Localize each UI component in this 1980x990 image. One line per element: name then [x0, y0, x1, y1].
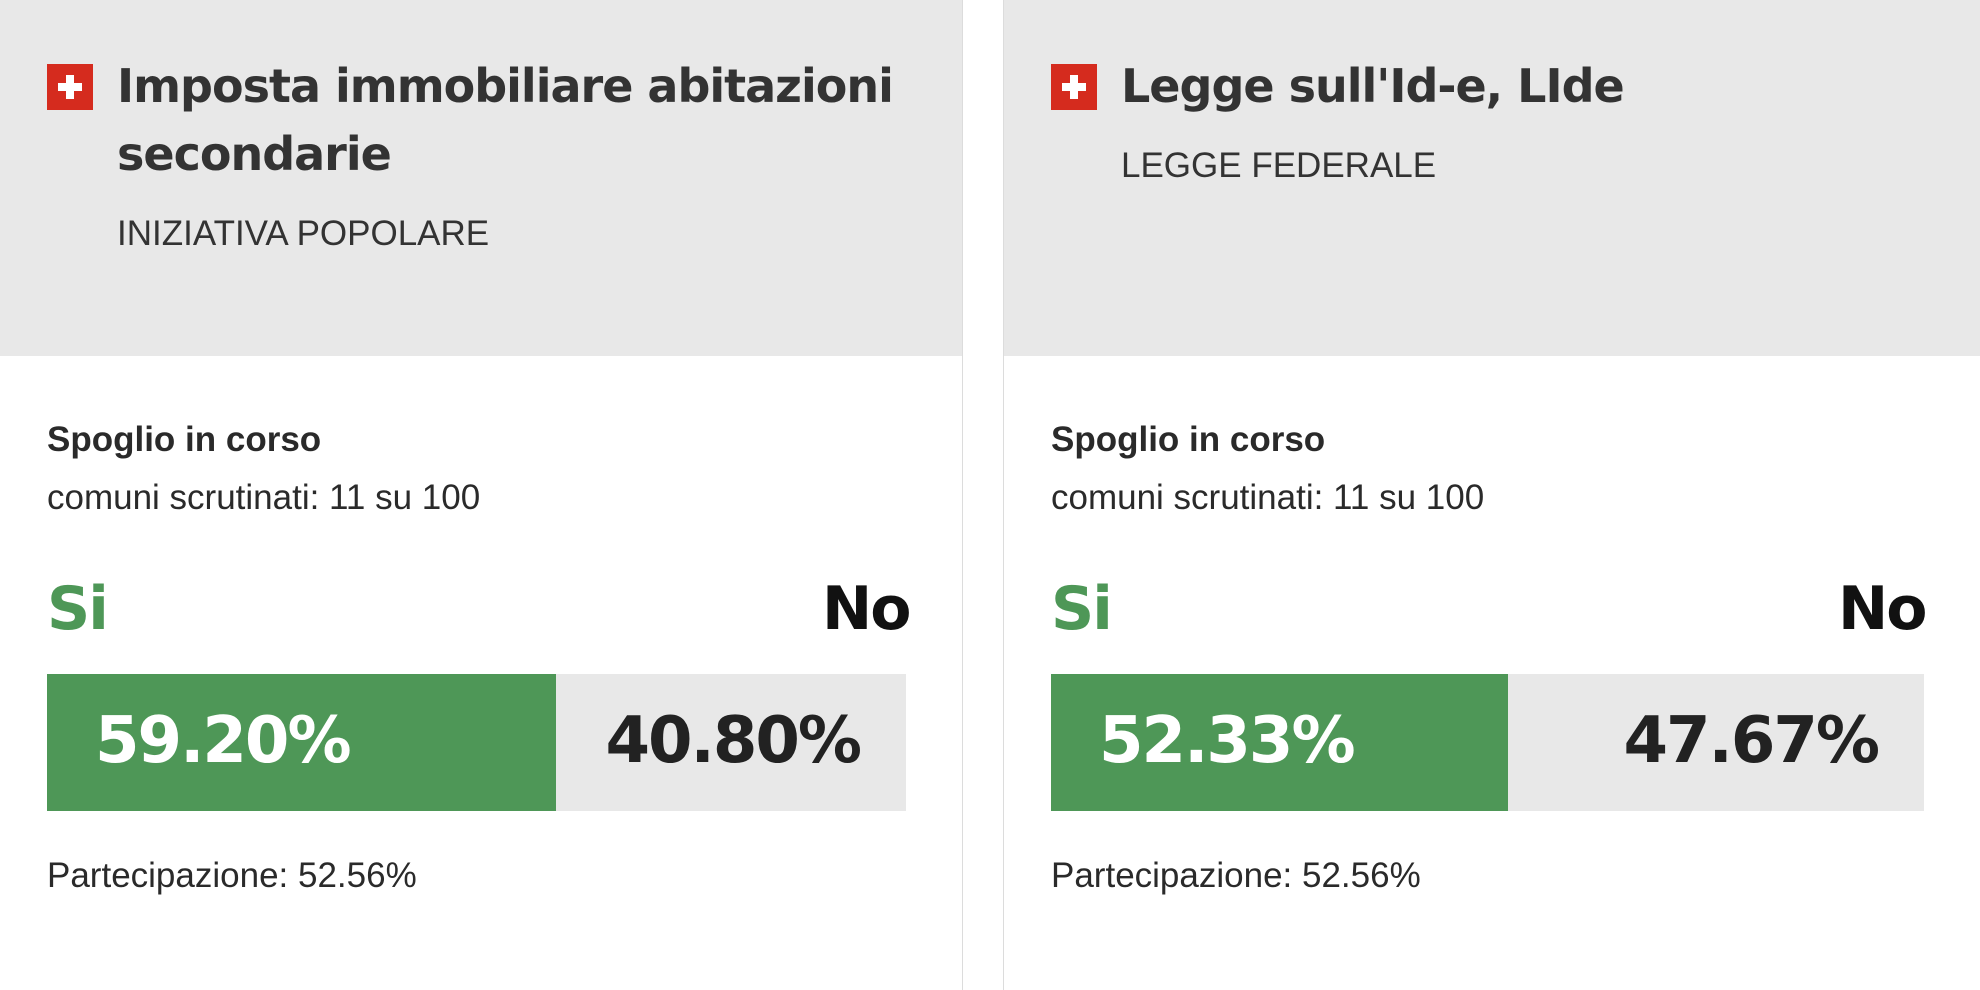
- vote-card: Imposta immobiliare abitazioni secondari…: [0, 0, 963, 990]
- no-label: No: [822, 574, 911, 644]
- vote-title: Imposta immobiliare abitazioni secondari…: [117, 59, 894, 181]
- turnout: Partecipazione: 52.56%: [1051, 856, 1421, 895]
- card-header: Imposta immobiliare abitazioni secondari…: [0, 0, 962, 356]
- vote-type: INIZIATIVA POPOLARE: [117, 214, 490, 253]
- yes-bar: 59.20%: [47, 674, 556, 811]
- no-percentage: 40.80%: [605, 704, 862, 778]
- vote-card: Legge sull'Id-e, LIde LEGGE FEDERALE Spo…: [1003, 0, 1980, 990]
- yes-bar: 52.33%: [1051, 674, 1508, 811]
- yes-label: Si: [1051, 574, 1113, 644]
- yes-percentage: 59.20%: [95, 704, 352, 778]
- vote-type: LEGGE FEDERALE: [1121, 146, 1437, 185]
- swiss-flag-icon: [47, 64, 93, 110]
- result-bar: 59.20% 40.80%: [47, 674, 906, 811]
- no-percentage: 47.67%: [1623, 704, 1880, 778]
- card-header: Legge sull'Id-e, LIde LEGGE FEDERALE: [1004, 0, 1980, 356]
- yes-percentage: 52.33%: [1099, 704, 1356, 778]
- yes-label: Si: [47, 574, 109, 644]
- count-status: Spoglio in corso: [47, 420, 322, 459]
- count-status: Spoglio in corso: [1051, 420, 1326, 459]
- turnout: Partecipazione: 52.56%: [47, 856, 417, 895]
- no-label: No: [1838, 574, 1927, 644]
- municipalities-counted: comuni scrutinati: 11 su 100: [1051, 478, 1485, 517]
- swiss-flag-icon: [1051, 64, 1097, 110]
- vote-title: Legge sull'Id-e, LIde: [1121, 59, 1625, 113]
- result-bar: 52.33% 47.67%: [1051, 674, 1924, 811]
- municipalities-counted: comuni scrutinati: 11 su 100: [47, 478, 481, 517]
